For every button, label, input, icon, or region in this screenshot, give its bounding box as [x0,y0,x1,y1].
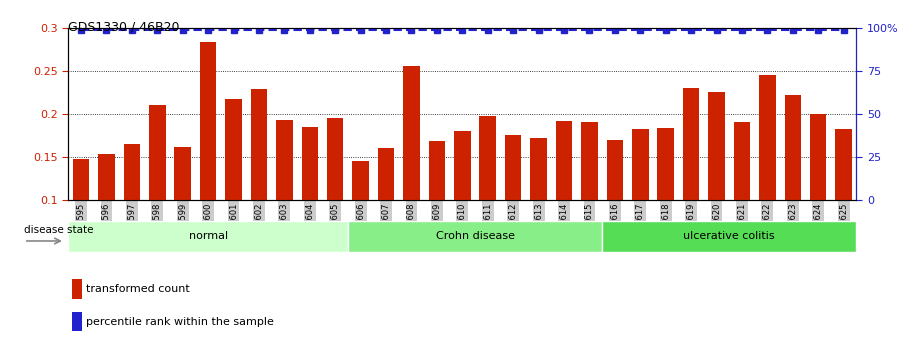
Bar [429,141,445,286]
Bar [149,105,166,286]
Bar [353,161,369,286]
Bar [658,128,674,286]
Bar [708,92,725,286]
Text: transformed count: transformed count [86,284,189,294]
Bar [72,279,82,299]
Bar [556,121,572,286]
Bar [632,128,649,286]
Bar [348,221,602,252]
Bar [683,88,700,286]
Bar [602,221,856,252]
Bar [810,114,826,286]
Bar [378,148,394,286]
Bar [124,144,140,286]
Text: Crohn disease: Crohn disease [435,231,515,241]
Bar [327,118,343,286]
Bar [200,42,217,286]
Bar [276,120,292,286]
Bar [479,116,496,286]
Text: GDS1330 / 46B20: GDS1330 / 46B20 [68,21,179,34]
Bar [68,221,348,252]
Text: normal: normal [189,231,228,241]
Bar [759,75,775,286]
Bar [302,127,318,286]
Bar [73,159,89,286]
Bar [98,155,115,286]
Text: ulcerative colitis: ulcerative colitis [683,231,775,241]
Bar [733,122,751,286]
Bar [607,140,623,286]
Bar [581,122,598,286]
Bar [404,66,420,286]
Bar [72,312,82,331]
Bar [784,95,801,286]
Bar [454,131,471,286]
Bar [530,138,547,286]
Bar [835,128,852,286]
Bar [174,147,191,286]
Bar [225,99,241,286]
Text: percentile rank within the sample: percentile rank within the sample [86,317,273,326]
Text: disease state: disease state [24,225,94,235]
Bar [251,89,267,286]
Bar [505,136,521,286]
